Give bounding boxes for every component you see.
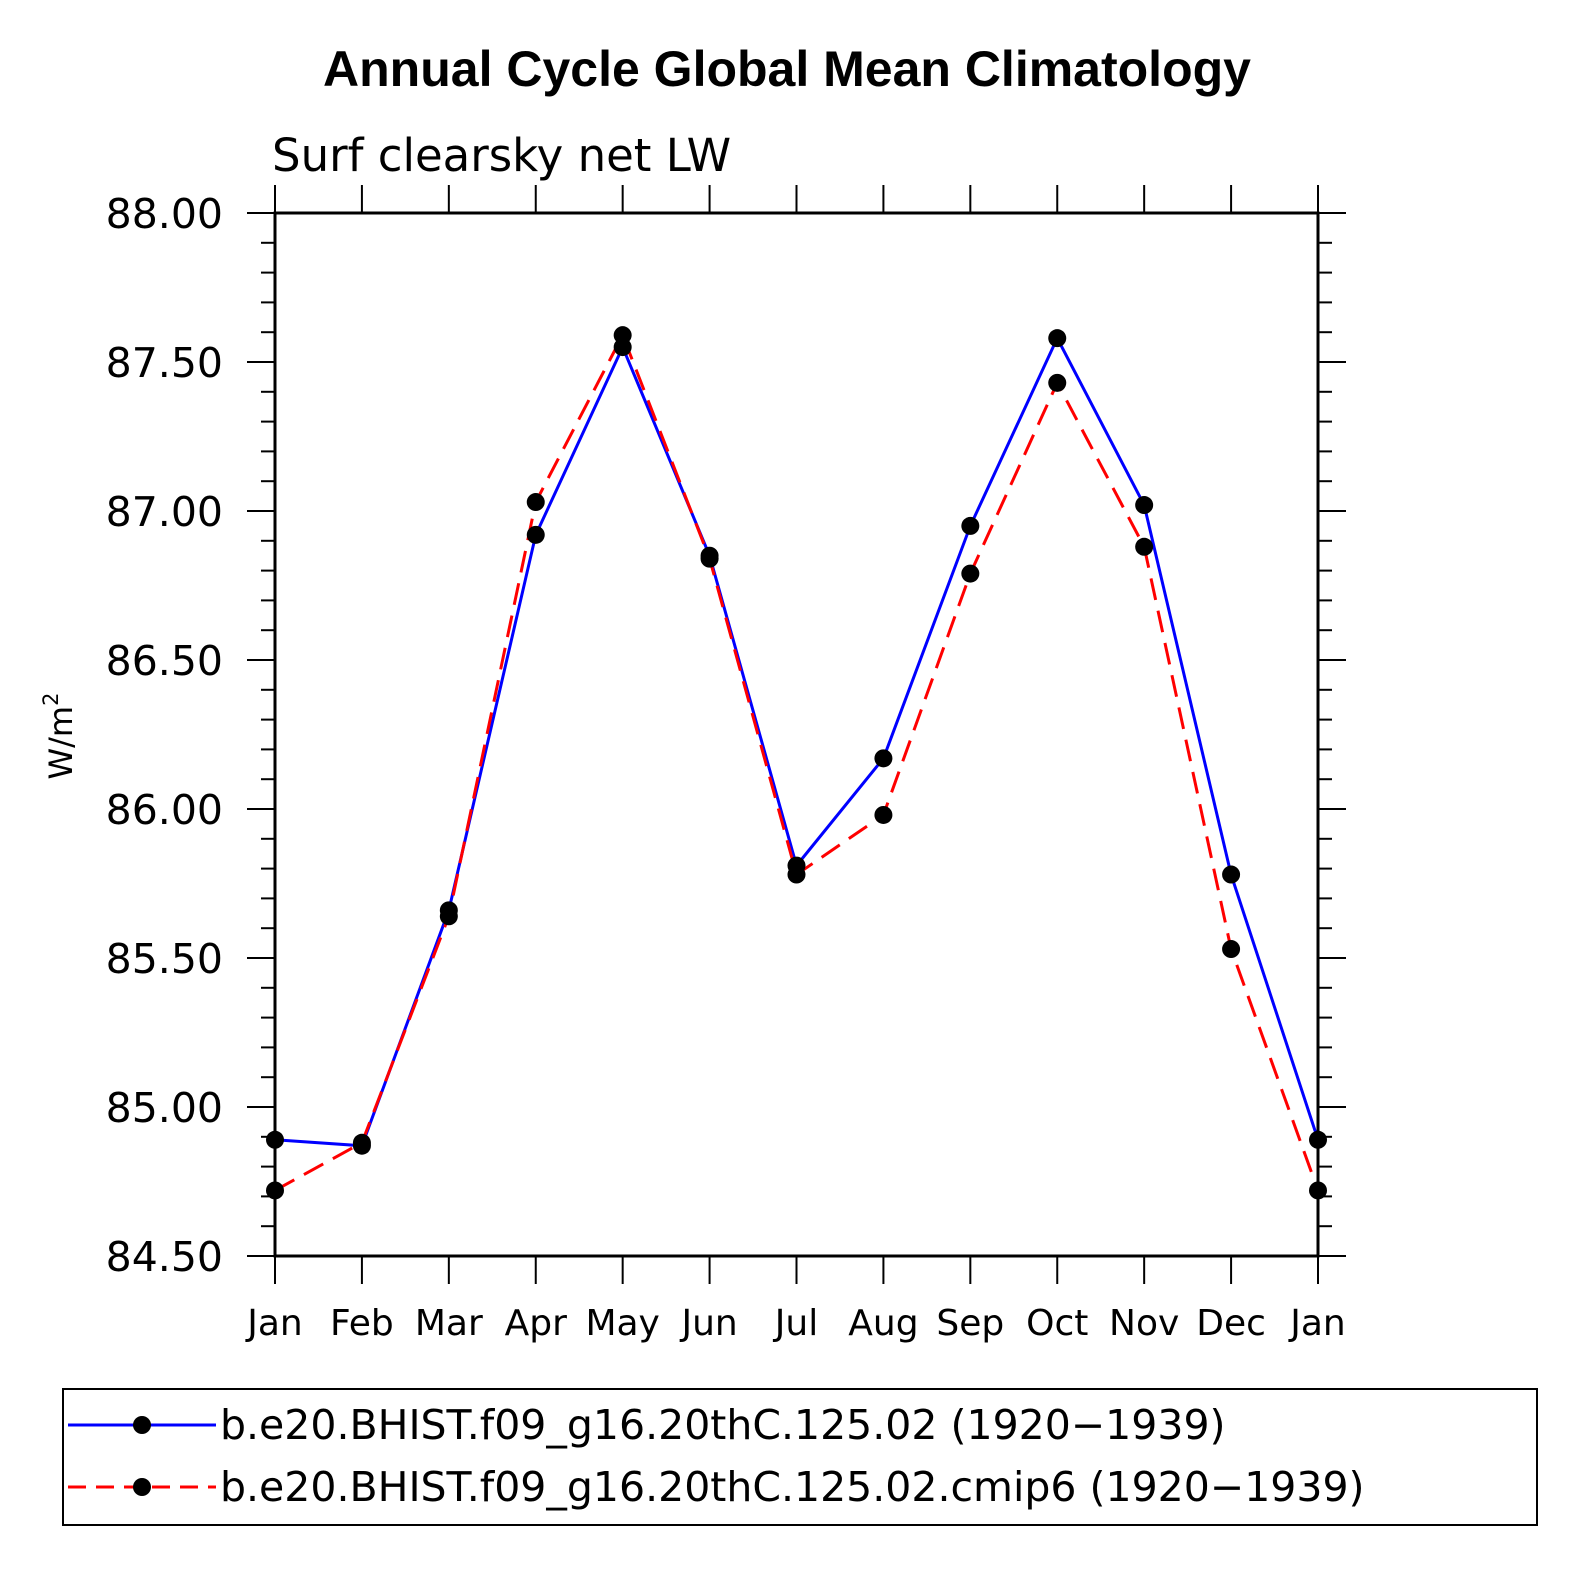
series-line-1 [274, 331, 1320, 1192]
svg-text:W/m2: W/m2 [39, 693, 80, 780]
y-tick-label: 87.00 [106, 488, 223, 536]
x-axis: Jan Feb Mar Apr May Jun Jul Aug Sep Oct Nov Dec Jan [245, 185, 1346, 1344]
series-1-point [613, 326, 632, 345]
chart-subtitle: Surf clearsky net LW [272, 129, 731, 182]
y-axis-label: W/m2 [39, 693, 80, 780]
series-1-point [787, 865, 806, 884]
plot-frame [273, 211, 1320, 1258]
x-tick-label: Jan [245, 1303, 303, 1344]
x-tick-label: Feb [330, 1303, 394, 1344]
x-tick-label: Mar [415, 1303, 483, 1344]
x-tick-label: Jun [679, 1303, 737, 1344]
y-tick-label: 86.50 [106, 637, 223, 685]
x-tick-label: Aug [848, 1303, 918, 1344]
series-1-point [961, 564, 980, 583]
legend-label-0: b.e20.BHIST.f09_g16.20thC.125.02 (1920−1… [220, 1401, 1226, 1449]
series-layer [266, 326, 1327, 1200]
series-0-point [526, 525, 545, 544]
x-tick-label: May [585, 1303, 659, 1344]
legend: b.e20.BHIST.f09_g16.20thC.125.02 (1920−1… [62, 1388, 1538, 1526]
plot-border [273, 211, 1320, 1258]
series-1-point [700, 549, 719, 568]
series-0-point [961, 516, 980, 535]
x-tick-label: Jul [773, 1303, 818, 1344]
chart-title: Annual Cycle Global Mean Climatology [323, 41, 1251, 97]
series-line-0 [274, 334, 1320, 1148]
series-1-point [1222, 940, 1241, 959]
legend-item-1: b.e20.BHIST.f09_g16.20thC.125.02.cmip6 (… [64, 1456, 1365, 1518]
legend-item-0: b.e20.BHIST.f09_g16.20thC.125.02 (1920−1… [64, 1394, 1226, 1456]
series-1-point [1135, 537, 1154, 556]
y-tick-label: 85.50 [106, 935, 223, 983]
y-tick-label: 84.50 [106, 1233, 223, 1281]
series-1-point [266, 1181, 284, 1200]
x-tick-label: Sep [936, 1303, 1004, 1344]
series-1-point [439, 907, 458, 926]
legend-swatch-1 [68, 1478, 216, 1496]
series-0-point [1222, 865, 1241, 884]
y-tick-label: 85.00 [106, 1084, 223, 1132]
series-1-point [526, 493, 545, 512]
x-tick-label: Nov [1109, 1303, 1179, 1344]
series-1-point [352, 1133, 371, 1152]
series-0-point [1048, 329, 1067, 348]
series-0-point [1135, 496, 1154, 515]
y-tick-label: 87.50 [106, 339, 223, 387]
x-tick-label: Jan [1288, 1303, 1346, 1344]
series-0-point [874, 749, 893, 768]
x-tick-label: Oct [1026, 1303, 1088, 1344]
y-axis: 84.50 85.00 85.50 86.00 86.50 87.00 87.50 88.00 [106, 190, 1346, 1281]
x-tick-label: Apr [505, 1303, 567, 1344]
series-0-point [266, 1130, 284, 1149]
series-0-point [1309, 1130, 1327, 1149]
y-axis-label-text: W/m [42, 706, 80, 780]
series-1-point [874, 805, 893, 824]
x-tick-label: Dec [1196, 1303, 1266, 1344]
series-1-point [1309, 1181, 1327, 1200]
y-tick-label: 86.00 [106, 786, 223, 834]
y-axis-label-superscript: 2 [39, 693, 63, 706]
legend-label-1: b.e20.BHIST.f09_g16.20thC.125.02.cmip6 (… [220, 1463, 1365, 1511]
legend-swatch-0 [68, 1416, 216, 1434]
y-tick-label: 88.00 [106, 190, 223, 238]
series-1-point [1048, 373, 1067, 392]
